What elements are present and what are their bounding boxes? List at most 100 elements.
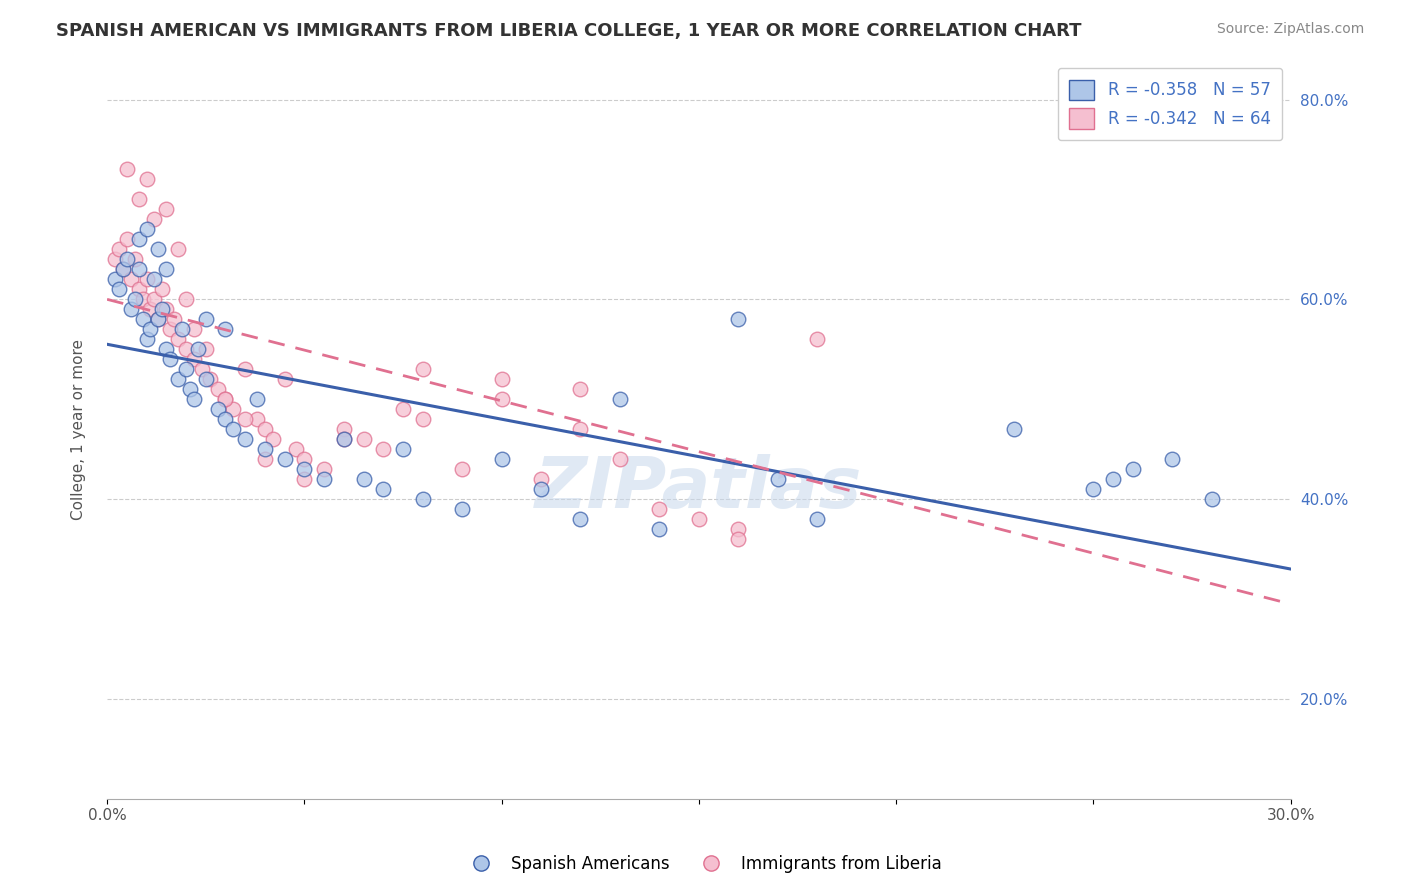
Point <box>333 432 356 446</box>
Point <box>273 452 295 467</box>
Point <box>155 343 177 357</box>
Point <box>569 512 592 526</box>
Point <box>292 472 315 486</box>
Point <box>333 432 356 446</box>
Point <box>128 193 150 207</box>
Point <box>108 243 131 257</box>
Point <box>609 452 631 467</box>
Point <box>135 272 157 286</box>
Point <box>214 392 236 407</box>
Point <box>190 362 212 376</box>
Point <box>246 392 269 407</box>
Point <box>285 442 308 457</box>
Point <box>253 442 276 457</box>
Point <box>392 442 415 457</box>
Point <box>108 282 131 296</box>
Point <box>155 302 177 317</box>
Point <box>806 332 828 346</box>
Point <box>159 322 181 336</box>
Point <box>148 312 170 326</box>
Point <box>128 262 150 277</box>
Point <box>1161 452 1184 467</box>
Point <box>159 352 181 367</box>
Point <box>143 212 166 227</box>
Point <box>233 432 256 446</box>
Point <box>111 262 134 277</box>
Point <box>451 502 474 516</box>
Point <box>530 472 553 486</box>
Point <box>609 392 631 407</box>
Point <box>170 322 193 336</box>
Point <box>262 432 284 446</box>
Point <box>167 243 190 257</box>
Point <box>233 412 256 426</box>
Point <box>412 362 434 376</box>
Point <box>139 322 162 336</box>
Point <box>207 382 229 396</box>
Point <box>273 372 295 386</box>
Point <box>648 522 671 536</box>
Point <box>253 422 276 436</box>
Text: SPANISH AMERICAN VS IMMIGRANTS FROM LIBERIA COLLEGE, 1 YEAR OR MORE CORRELATION : SPANISH AMERICAN VS IMMIGRANTS FROM LIBE… <box>56 22 1081 40</box>
Point <box>143 272 166 286</box>
Point <box>451 462 474 476</box>
Point <box>766 472 789 486</box>
Point <box>198 372 221 386</box>
Point <box>1004 422 1026 436</box>
Point <box>167 372 190 386</box>
Point <box>124 252 146 267</box>
Point <box>373 442 395 457</box>
Point <box>104 252 127 267</box>
Point <box>183 392 205 407</box>
Point <box>150 302 173 317</box>
Point <box>392 402 415 417</box>
Legend: Spanish Americans, Immigrants from Liberia: Spanish Americans, Immigrants from Liber… <box>457 848 949 880</box>
Point <box>214 392 236 407</box>
Point <box>1122 462 1144 476</box>
Point <box>120 272 142 286</box>
Point <box>806 512 828 526</box>
Point <box>167 332 190 346</box>
Point <box>207 402 229 417</box>
Point <box>128 282 150 296</box>
Point <box>143 293 166 307</box>
Point <box>174 293 197 307</box>
Point <box>131 312 153 326</box>
Point <box>312 472 335 486</box>
Point <box>124 293 146 307</box>
Point <box>214 322 236 336</box>
Point <box>530 482 553 496</box>
Point <box>115 252 138 267</box>
Point <box>491 392 513 407</box>
Point <box>246 412 269 426</box>
Point <box>253 452 276 467</box>
Point <box>353 432 375 446</box>
Point <box>353 472 375 486</box>
Legend: R = -0.358   N = 57, R = -0.342   N = 64: R = -0.358 N = 57, R = -0.342 N = 64 <box>1057 68 1282 140</box>
Point <box>135 222 157 236</box>
Point <box>115 232 138 246</box>
Point <box>128 232 150 246</box>
Point <box>150 282 173 296</box>
Point <box>727 312 749 326</box>
Point <box>183 322 205 336</box>
Point <box>491 452 513 467</box>
Text: Source: ZipAtlas.com: Source: ZipAtlas.com <box>1216 22 1364 37</box>
Point <box>194 343 217 357</box>
Point <box>139 302 162 317</box>
Point <box>111 262 134 277</box>
Point <box>373 482 395 496</box>
Point <box>131 293 153 307</box>
Y-axis label: College, 1 year or more: College, 1 year or more <box>72 339 86 520</box>
Text: ZIPatlas: ZIPatlas <box>536 454 862 523</box>
Point <box>163 312 186 326</box>
Point <box>120 302 142 317</box>
Point <box>155 262 177 277</box>
Point <box>491 372 513 386</box>
Point <box>179 382 201 396</box>
Point <box>569 422 592 436</box>
Point <box>233 362 256 376</box>
Point <box>688 512 710 526</box>
Point <box>115 162 138 177</box>
Point <box>183 352 205 367</box>
